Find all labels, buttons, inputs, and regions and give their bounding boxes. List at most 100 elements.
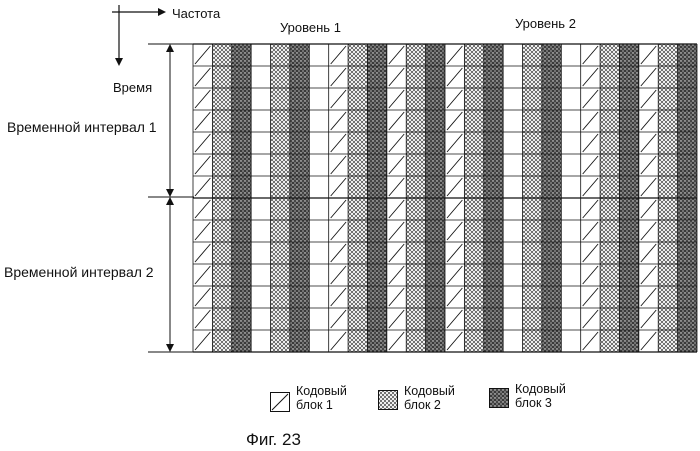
legend-line: блок 3 [515,396,552,410]
interval-bracket-2 [148,197,194,352]
legend-line: блок 1 [296,398,333,412]
code-block-1-cell [389,310,404,328]
code-block-1-cell [331,200,346,218]
code-block-1-cell [389,90,404,108]
code-block-1-cell [583,112,598,130]
code-block-1-cell [447,288,462,306]
code-block-1-cell [641,134,656,152]
code-block-1-cell [447,200,462,218]
code-block-1-cell [195,46,210,64]
code-block-1-cell [389,266,404,284]
code-block-1-cell [583,156,598,174]
code-block-1-cell [195,156,210,174]
code-block-1-cell [195,222,210,240]
legend-item-code-block-1: Кодовый блок 1 [270,384,347,412]
frequency-label: Частота [172,6,220,21]
legend-line: Кодовый [515,382,566,396]
crosshatch-swatch-icon [378,390,398,410]
code-block-1-cell [331,46,346,64]
legend-text: Кодовый блок 3 [515,382,566,410]
time-label: Время [113,80,152,95]
code-block-1-cell [195,134,210,152]
interval-1-label: Временной интервал 1 [7,119,157,135]
code-block-1-cell [389,178,404,196]
code-block-1-cell [447,244,462,262]
code-block-1-cell [331,134,346,152]
code-block-1-cell [195,244,210,262]
code-block-1-cell [195,112,210,130]
code-block-1-cell [641,200,656,218]
code-block-1-cell [389,112,404,130]
code-block-1-cell [195,68,210,86]
level-1-label: Уровень 1 [280,20,341,35]
code-block-1-cell [583,222,598,240]
code-block-1-cell [583,288,598,306]
code-block-1-cell [447,266,462,284]
code-block-1-cell [641,222,656,240]
legend-item-code-block-2: Кодовый блок 2 [378,384,455,412]
code-block-1-cell [331,90,346,108]
code-block-1-cell [447,222,462,240]
code-block-1-cell [641,266,656,284]
code-block-1-cell [389,288,404,306]
dotted-swatch-icon [489,388,509,408]
figure-caption: Фиг. 23 [246,430,301,450]
code-block-1-cell [583,310,598,328]
code-block-1-cell [641,288,656,306]
code-block-1-cell [447,68,462,86]
code-block-1-cell [641,90,656,108]
code-block-1-cell [641,178,656,196]
code-block-1-cell [331,310,346,328]
legend-item-code-block-3: Кодовый блок 3 [489,382,566,410]
code-block-1-cell [447,332,462,350]
legend-line: Кодовый [404,384,455,398]
code-block-1-cell [389,134,404,152]
code-block-1-cell [195,90,210,108]
legend-line: Кодовый [296,384,347,398]
code-block-1-cell [641,68,656,86]
code-block-1-cell [195,178,210,196]
time-arrow [115,5,123,66]
code-block-1-cell [389,332,404,350]
code-block-1-cell [389,156,404,174]
code-block-1-cell [583,178,598,196]
code-block-1-cell [641,156,656,174]
code-block-1-cell [583,90,598,108]
legend-text: Кодовый блок 1 [296,384,347,412]
code-block-1-cell [389,200,404,218]
code-block-1-cell [389,244,404,262]
legend-text: Кодовый блок 2 [404,384,455,412]
code-block-1-cell [583,200,598,218]
level-2-label: Уровень 2 [515,16,576,31]
code-block-1-cell [331,112,346,130]
code-block-1-cell [583,244,598,262]
code-block-1-cell [641,46,656,64]
code-block-1-cell [583,332,598,350]
code-block-1-cell [447,178,462,196]
code-block-1-cell [195,288,210,306]
resource-grid [193,44,697,352]
code-block-1-cell [389,46,404,64]
code-block-1-cell [389,68,404,86]
code-block-1-cell [641,310,656,328]
code-block-1-cell [331,332,346,350]
code-block-1-cell [331,178,346,196]
hatch-swatch-icon [270,392,290,412]
code-block-1-cell [331,68,346,86]
code-block-1-cell [583,46,598,64]
code-block-1-cell [195,332,210,350]
code-block-1-cell [331,266,346,284]
code-block-1-cell [331,244,346,262]
code-block-1-cell [641,244,656,262]
code-block-1-cell [331,156,346,174]
code-block-1-cell [195,310,210,328]
code-block-1-cell [447,46,462,64]
code-block-1-cell [447,112,462,130]
code-block-1-cell [447,134,462,152]
code-block-1-cell [331,222,346,240]
code-block-1-cell [447,310,462,328]
code-block-1-cell [583,134,598,152]
code-block-1-cell [641,332,656,350]
frequency-arrow [112,8,166,16]
